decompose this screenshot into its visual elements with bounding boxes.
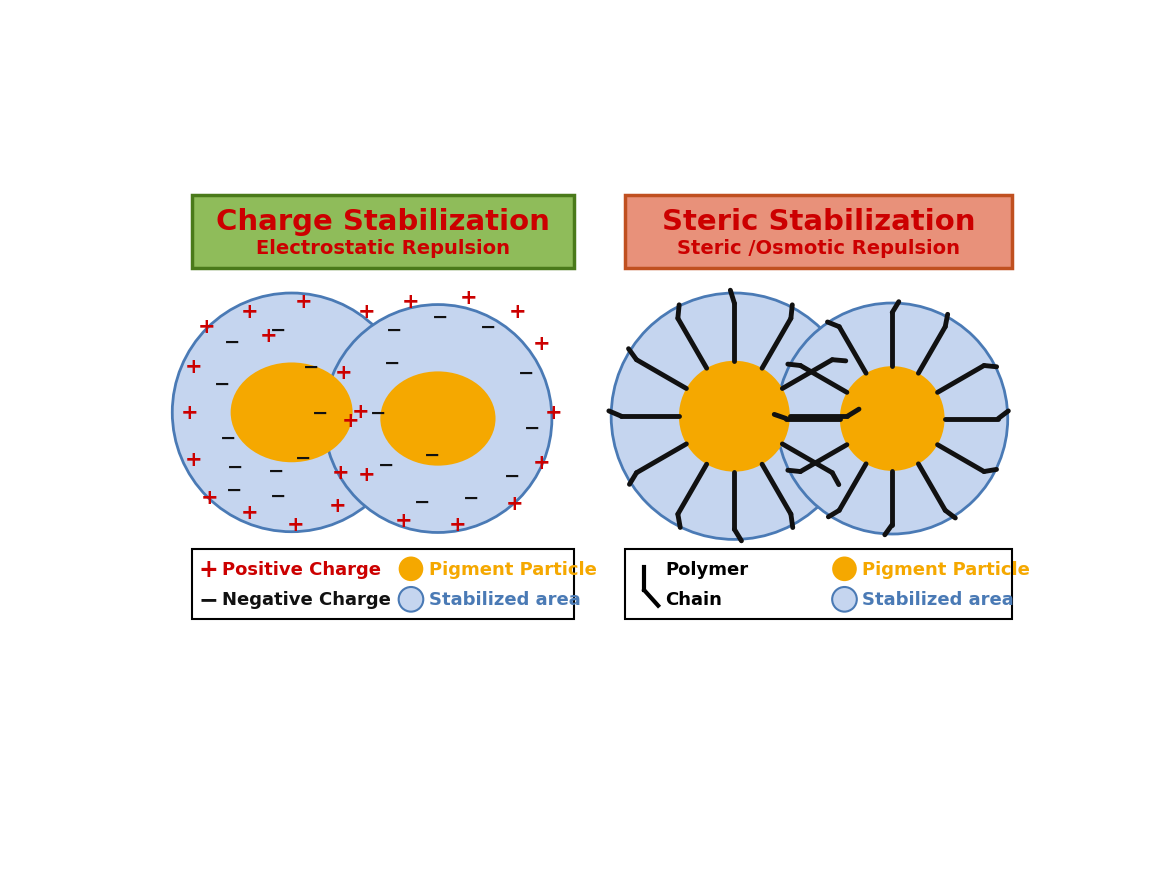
Text: −: − [270, 320, 287, 339]
Text: −: − [303, 357, 319, 376]
Text: Stabilized area: Stabilized area [862, 590, 1014, 609]
Text: −: − [518, 363, 535, 382]
Text: +: + [394, 510, 412, 531]
Text: +: + [342, 410, 359, 431]
Text: +: + [448, 515, 466, 534]
Text: Negative Charge: Negative Charge [222, 590, 391, 609]
Ellipse shape [380, 372, 496, 466]
Text: +: + [358, 465, 376, 484]
Text: +: + [352, 402, 370, 421]
Text: −: − [227, 457, 243, 476]
Circle shape [399, 588, 424, 612]
Circle shape [172, 294, 411, 532]
Circle shape [840, 367, 944, 471]
Circle shape [679, 361, 790, 472]
Text: Steric Stabilization: Steric Stabilization [661, 208, 975, 236]
Text: −: − [378, 456, 394, 474]
Text: Charge Stabilization: Charge Stabilization [216, 208, 550, 236]
Text: +: + [180, 403, 198, 423]
Text: −: − [220, 428, 236, 447]
Text: Polymer: Polymer [665, 560, 748, 578]
Text: +: + [329, 496, 346, 515]
Text: −: − [199, 588, 219, 611]
Text: Stabilized area: Stabilized area [428, 590, 580, 609]
Text: +: + [534, 333, 551, 353]
Text: Chain: Chain [665, 590, 722, 609]
Text: +: + [200, 488, 218, 508]
Text: +: + [241, 503, 259, 523]
Text: +: + [198, 317, 215, 337]
Text: +: + [331, 463, 349, 483]
Text: Steric /Osmotic Repulsion: Steric /Osmotic Repulsion [676, 239, 959, 258]
FancyBboxPatch shape [625, 196, 1012, 269]
Text: −: − [504, 467, 521, 486]
Text: +: + [185, 449, 202, 469]
Text: −: − [384, 353, 400, 373]
Text: −: − [268, 461, 284, 480]
Text: −: − [226, 481, 242, 499]
Text: +: + [335, 363, 352, 383]
Text: −: − [432, 307, 448, 326]
Text: −: − [524, 419, 541, 438]
Text: −: − [463, 488, 480, 507]
Text: −: − [414, 492, 431, 510]
Text: +: + [507, 494, 524, 514]
Circle shape [832, 588, 856, 612]
Text: +: + [287, 515, 304, 534]
Circle shape [399, 557, 424, 581]
Text: −: − [371, 403, 387, 423]
Ellipse shape [230, 363, 352, 463]
Circle shape [611, 294, 858, 540]
FancyBboxPatch shape [625, 550, 1012, 619]
Text: +: + [241, 302, 259, 321]
Text: Positive Charge: Positive Charge [222, 560, 381, 578]
Text: −: − [225, 332, 241, 352]
Circle shape [777, 303, 1007, 534]
Text: −: − [270, 487, 287, 505]
Text: +: + [534, 453, 551, 473]
Text: Pigment Particle: Pigment Particle [428, 560, 597, 578]
FancyBboxPatch shape [192, 550, 574, 619]
Text: −: − [295, 448, 311, 467]
Text: +: + [544, 403, 563, 423]
Text: +: + [185, 357, 202, 377]
Text: −: − [425, 446, 441, 465]
FancyBboxPatch shape [192, 196, 574, 269]
Text: Pigment Particle: Pigment Particle [862, 560, 1030, 578]
Text: +: + [509, 302, 526, 321]
Text: +: + [295, 291, 312, 311]
Text: −: − [480, 317, 496, 336]
Text: +: + [460, 288, 477, 308]
Circle shape [324, 305, 552, 533]
Text: −: − [312, 403, 329, 423]
Text: −: − [386, 320, 402, 339]
Text: Electrostatic Repulsion: Electrostatic Repulsion [256, 239, 510, 258]
Text: −: − [214, 374, 230, 393]
Circle shape [832, 557, 856, 581]
Text: +: + [199, 557, 219, 581]
Text: +: + [402, 291, 420, 311]
Text: +: + [358, 302, 376, 321]
Text: +: + [260, 326, 277, 346]
